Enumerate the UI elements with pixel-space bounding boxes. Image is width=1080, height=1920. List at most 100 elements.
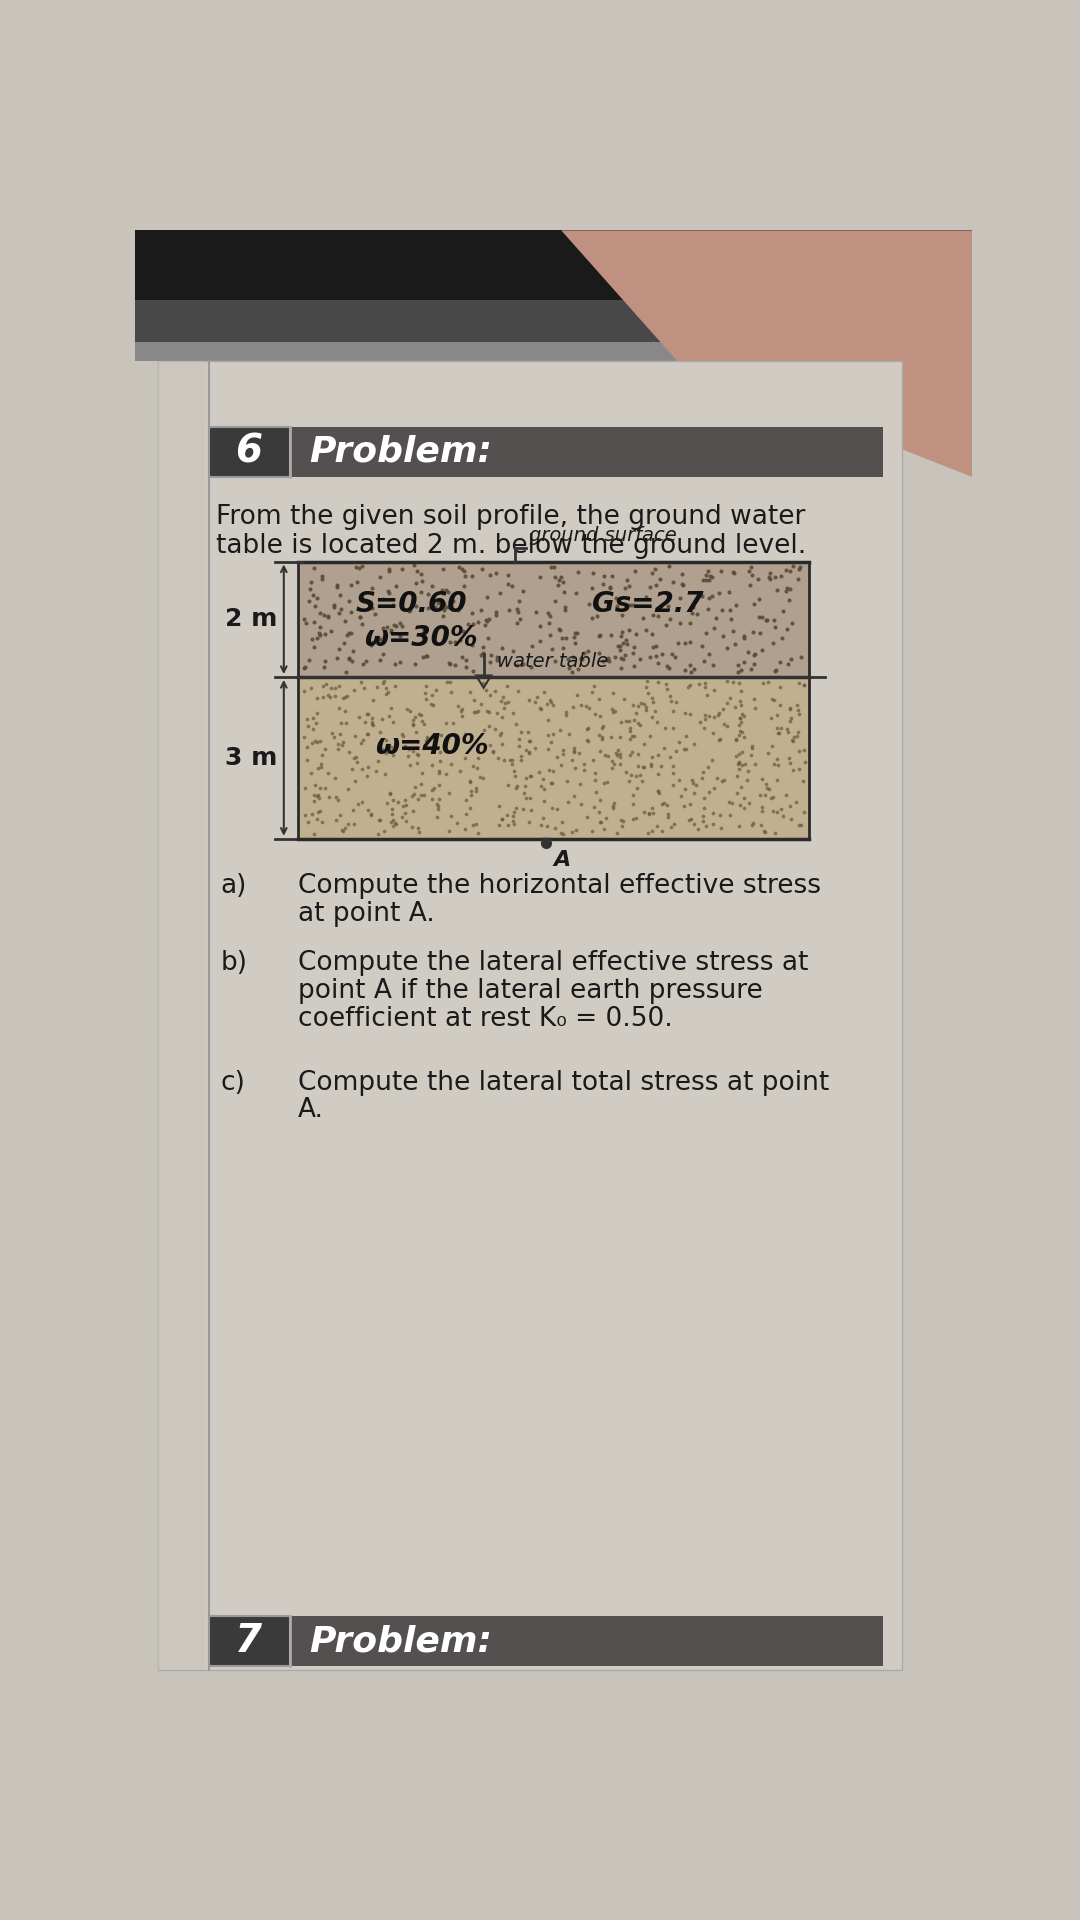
Point (741, 787, 758, 818)
Point (705, 808, 723, 839)
Point (410, 699, 428, 730)
Point (665, 808, 683, 839)
Point (414, 707, 431, 737)
Point (595, 814, 612, 845)
Point (397, 789, 415, 820)
Point (514, 576, 531, 607)
Point (724, 787, 741, 818)
Point (636, 728, 653, 758)
Point (559, 643, 577, 674)
Point (372, 716, 389, 747)
Point (409, 783, 427, 814)
Point (743, 730, 760, 760)
Point (402, 751, 419, 781)
Point (381, 555, 399, 586)
Point (621, 589, 638, 620)
Point (718, 687, 735, 718)
Text: Compute the lateral total stress at point: Compute the lateral total stress at poin… (298, 1069, 829, 1096)
Point (735, 622, 753, 653)
Point (778, 612, 795, 643)
Point (639, 678, 657, 708)
Point (756, 780, 773, 810)
Point (306, 632, 323, 662)
Point (580, 693, 597, 724)
Point (731, 716, 748, 747)
Point (490, 791, 508, 822)
Point (693, 762, 711, 793)
Point (508, 793, 525, 824)
Point (372, 561, 389, 591)
Point (593, 722, 610, 753)
Point (428, 720, 445, 751)
Point (477, 676, 495, 707)
Point (487, 597, 504, 628)
Point (541, 684, 558, 714)
Point (535, 803, 552, 833)
Point (594, 645, 611, 676)
Point (437, 708, 455, 739)
Point (352, 584, 369, 614)
Point (579, 726, 596, 756)
Point (658, 789, 675, 820)
Point (591, 720, 608, 751)
Point (553, 624, 570, 655)
Point (457, 561, 474, 591)
Point (330, 693, 348, 724)
Point (583, 603, 600, 634)
Point (515, 649, 532, 680)
Point (363, 708, 380, 739)
Point (438, 591, 456, 622)
Point (727, 724, 744, 755)
Point (758, 772, 775, 803)
Point (302, 728, 320, 758)
Point (375, 622, 392, 653)
Point (554, 806, 571, 837)
Point (542, 768, 559, 799)
Point (305, 580, 322, 611)
Point (363, 572, 380, 603)
Point (787, 787, 805, 818)
Point (445, 586, 462, 616)
Point (591, 797, 608, 828)
Point (408, 555, 426, 586)
Point (372, 624, 389, 655)
Point (730, 810, 747, 841)
Point (431, 745, 448, 776)
Point (720, 785, 738, 816)
Point (781, 707, 798, 737)
Point (405, 735, 422, 766)
Point (662, 741, 679, 772)
Point (644, 701, 661, 732)
Point (309, 726, 326, 756)
Point (340, 618, 357, 649)
Point (661, 653, 678, 684)
Point (540, 597, 557, 628)
Point (744, 733, 761, 764)
Point (696, 672, 713, 703)
Point (754, 797, 771, 828)
Point (718, 710, 735, 741)
Point (652, 591, 670, 622)
Point (793, 808, 810, 839)
Point (478, 605, 496, 636)
Point (305, 703, 322, 733)
Point (634, 766, 651, 797)
Point (767, 655, 784, 685)
Point (675, 570, 692, 601)
Point (462, 776, 480, 806)
Point (643, 751, 660, 781)
Point (549, 741, 566, 772)
Point (430, 584, 447, 614)
Point (712, 812, 729, 843)
Point (595, 768, 612, 799)
Point (711, 724, 728, 755)
Point (602, 722, 619, 753)
Point (350, 701, 367, 732)
Point (383, 799, 401, 829)
Text: point A if the lateral earth pressure: point A if the lateral earth pressure (298, 977, 762, 1004)
Point (677, 655, 694, 685)
Point (373, 703, 390, 733)
Point (362, 801, 379, 831)
Point (586, 699, 604, 730)
Point (546, 586, 564, 616)
